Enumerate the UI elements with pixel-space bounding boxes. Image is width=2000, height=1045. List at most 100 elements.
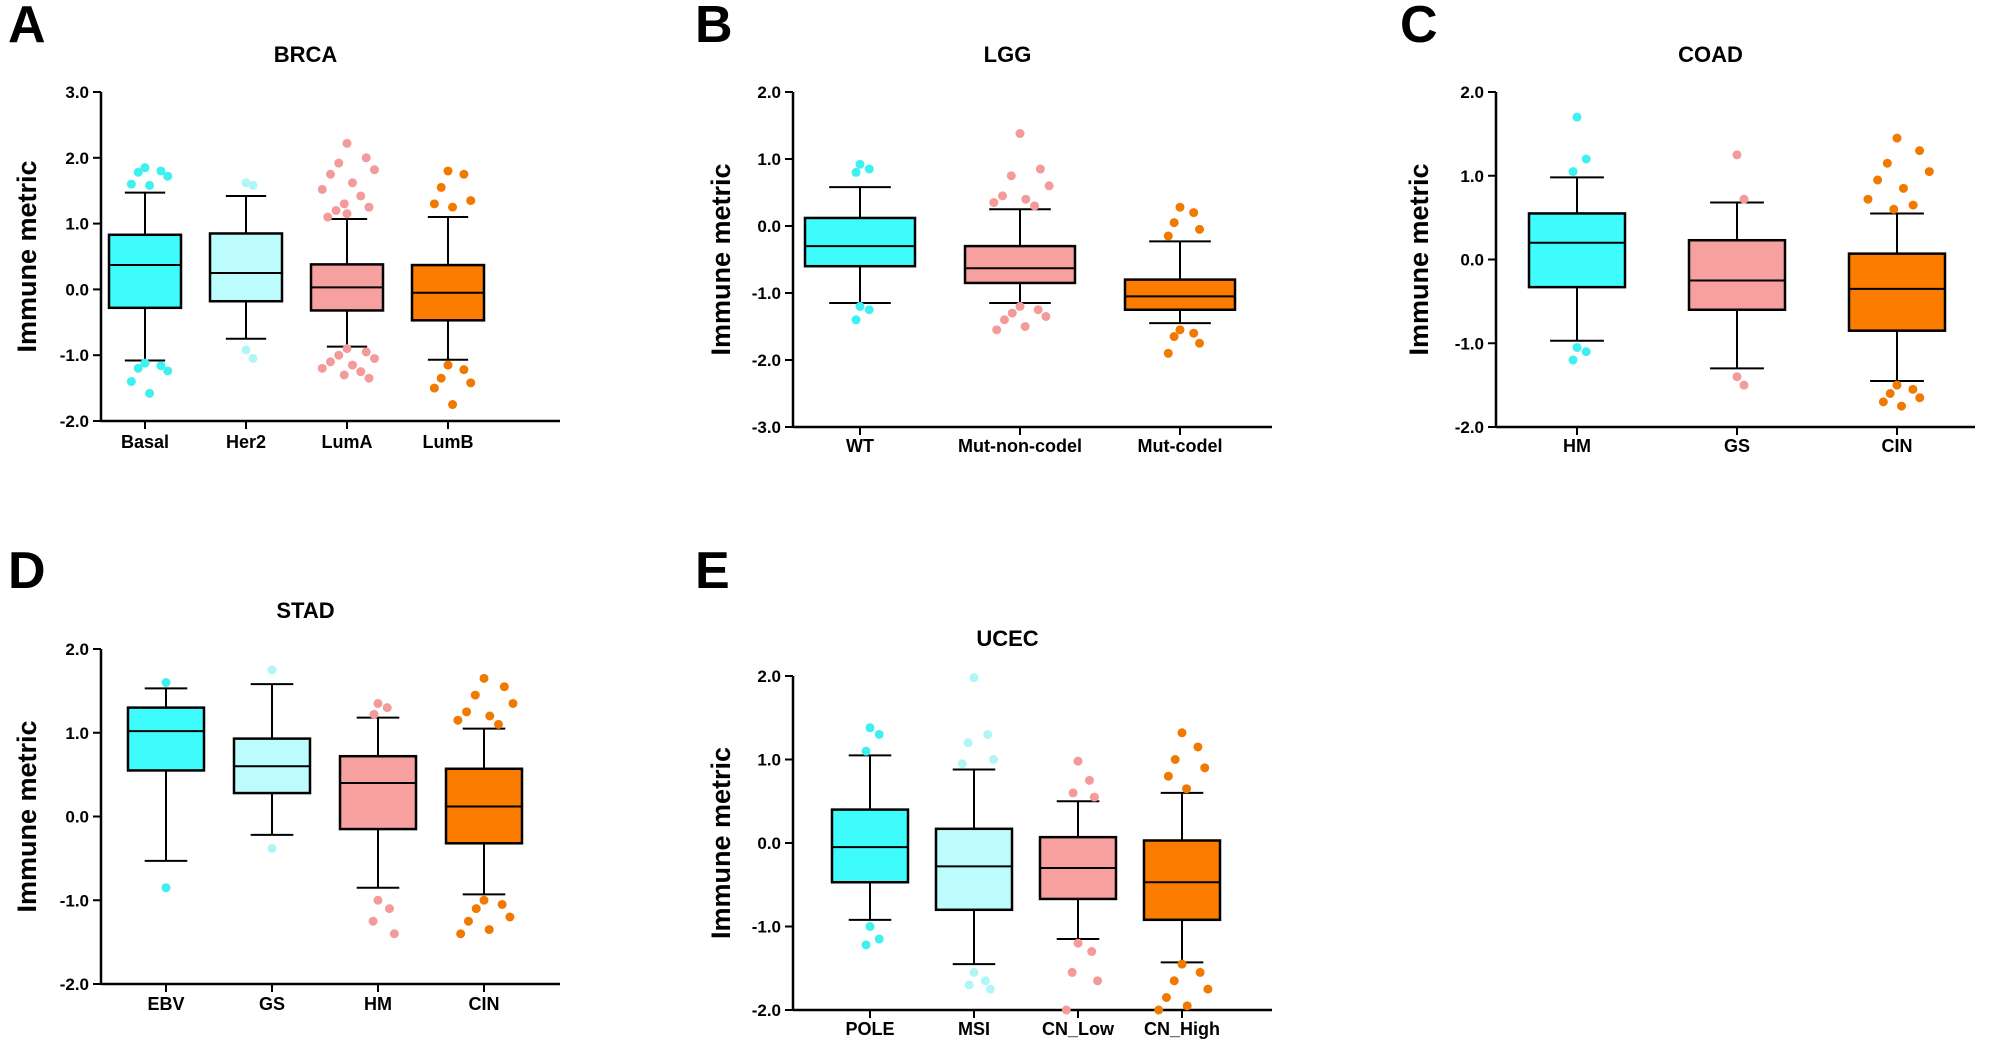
outlier-point — [508, 698, 518, 708]
category-label: Basal — [121, 432, 169, 452]
category-label: HM — [1563, 436, 1591, 456]
outlier-point — [864, 164, 874, 174]
y-axis-label: Immune metric — [706, 747, 736, 939]
outlier-point — [861, 746, 871, 756]
category-label: CN_High — [1144, 1019, 1220, 1039]
chart-title: LGG — [984, 42, 1032, 67]
outlier-point — [1035, 164, 1045, 174]
outlier-point — [1882, 158, 1892, 168]
outlier-point — [156, 361, 166, 371]
box-cn_high — [1142, 728, 1222, 1015]
box-basal — [107, 163, 183, 398]
outlier-point — [369, 165, 379, 175]
outlier-point — [1195, 967, 1205, 977]
outlier-point — [140, 358, 150, 368]
outlier-point — [1044, 181, 1054, 191]
panel-letter: C — [1400, 0, 1438, 54]
category-label: POLE — [845, 1019, 894, 1039]
outlier-point — [1169, 332, 1179, 342]
y-axis-label: Immune metric — [12, 720, 42, 912]
outlier-point — [364, 373, 374, 383]
outlier-point — [479, 895, 489, 905]
outlier-point — [1568, 167, 1578, 177]
outlier-point — [1732, 372, 1742, 382]
category-label: MSI — [958, 1019, 990, 1039]
y-tick-label: 1.0 — [757, 751, 781, 770]
outlier-point — [1182, 1001, 1192, 1011]
outlier-point — [865, 723, 875, 733]
category-label: Her2 — [226, 432, 266, 452]
y-tick-label: 2.0 — [757, 83, 781, 102]
outlier-point — [494, 719, 504, 729]
iqr-box — [208, 232, 284, 303]
outlier-point — [497, 899, 507, 909]
chart-title: STAD — [276, 598, 334, 623]
outlier-point — [1581, 347, 1591, 357]
outlier-point — [126, 179, 136, 189]
outlier-point — [1189, 328, 1199, 338]
category-label: Mut-non-codel — [958, 436, 1082, 456]
outlier-point — [989, 198, 999, 208]
iqr-box — [1123, 278, 1237, 312]
box-cin — [1847, 133, 1947, 411]
y-axis-label: Immune metric — [1404, 163, 1434, 355]
outlier-point — [373, 895, 383, 905]
outlier-point — [1195, 338, 1205, 348]
outlier-point — [1193, 742, 1203, 752]
category-label: EBV — [147, 994, 184, 1014]
outlier-point — [429, 383, 439, 393]
outlier-point — [471, 904, 481, 914]
panel-c: C COAD Immune metric 2.0 1.0 0.0 -1.0 -2.0 HM GS C… — [1400, 0, 1975, 456]
outlier-point — [485, 711, 495, 721]
outlier-point — [1189, 208, 1199, 218]
outlier-point — [436, 373, 446, 383]
outlier-point — [453, 715, 463, 725]
outlier-point — [448, 400, 458, 410]
y-tick-label: -1.0 — [60, 891, 89, 910]
box-ebv — [126, 678, 206, 893]
y-tick-label: -2.0 — [752, 351, 781, 370]
outlier-point — [1169, 218, 1179, 228]
y-tick-label: 1.0 — [1460, 167, 1484, 186]
outlier-point — [140, 163, 150, 173]
category-label: Mut-codel — [1138, 436, 1223, 456]
outlier-point — [1739, 380, 1749, 390]
box-cin — [444, 673, 524, 939]
outlier-point — [1878, 397, 1888, 407]
outlier-point — [317, 184, 327, 194]
panel-e: E UCEC Immune metric 2.0 1.0 0.0 -1.0 -2.0 POLE M… — [695, 542, 1272, 1039]
outlier-point — [1915, 146, 1925, 156]
y-tick-label: -3.0 — [752, 418, 781, 437]
outlier-point — [1067, 967, 1077, 977]
outlier-point — [1015, 129, 1025, 139]
outlier-point — [1897, 401, 1907, 411]
outlier-point — [1182, 784, 1192, 794]
outlier-point — [985, 984, 995, 994]
outlier-point — [1163, 771, 1173, 781]
outlier-point — [874, 934, 884, 944]
outlier-point — [1154, 1005, 1164, 1015]
outlier-point — [1873, 175, 1883, 185]
outlier-point — [861, 940, 871, 950]
outlier-point — [429, 199, 439, 209]
outlier-point — [1908, 200, 1918, 210]
outlier-point — [163, 366, 173, 376]
outlier-point — [323, 212, 333, 222]
y-tick-label: 2.0 — [65, 640, 89, 659]
category-label: CN_Low — [1042, 1019, 1115, 1039]
outlier-point — [855, 159, 865, 169]
panel-letter: E — [695, 542, 730, 600]
category-label: WT — [846, 436, 874, 456]
outlier-point — [1568, 355, 1578, 365]
y-tick-label: 0.0 — [65, 808, 89, 827]
outlier-point — [241, 178, 251, 188]
outlier-point — [964, 980, 974, 990]
chart-title: COAD — [1678, 42, 1743, 67]
outlier-point — [1572, 112, 1582, 122]
box-lumb — [410, 166, 486, 410]
box-mut-codel — [1123, 202, 1237, 358]
outlier-point — [384, 904, 394, 914]
chart-title: BRCA — [274, 42, 338, 67]
category-label: HM — [364, 994, 392, 1014]
